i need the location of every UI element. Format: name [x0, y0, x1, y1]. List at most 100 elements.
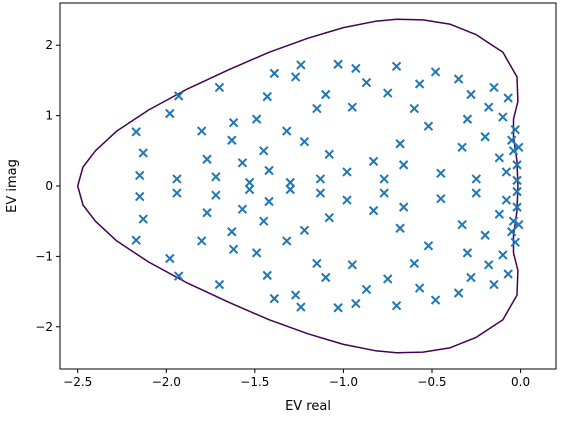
- eigenvalue-point: [262, 270, 272, 281]
- eigenvalue-point: [498, 112, 508, 122]
- eigenvalue-point: [503, 269, 513, 279]
- eigenvalue-point: [483, 102, 494, 112]
- eigenvalue-point: [296, 60, 306, 70]
- eigenvalue-point: [312, 103, 322, 114]
- eigenvalue-point: [383, 88, 393, 98]
- eigenvalue-point: [466, 272, 476, 283]
- x-axis-label: EV real: [285, 399, 331, 414]
- eigenvalue-point: [290, 290, 301, 300]
- eigenvalue-point: [351, 298, 361, 309]
- eigenvalue-point: [494, 153, 505, 163]
- eigenvalue-point: [395, 139, 405, 149]
- eigenvalue-point: [282, 126, 292, 136]
- eigenvalue-point: [457, 142, 467, 152]
- eigenvalue-point: [172, 174, 182, 184]
- eigenvalue-point: [466, 89, 476, 100]
- eigenvalue-point: [244, 184, 255, 195]
- x-axis-ticks: −2.5 −2.0 −1.5 −1.0 −0.5 0.0: [63, 369, 530, 389]
- eigenvalue-point: [494, 209, 505, 219]
- eigenvalue-point: [269, 68, 280, 79]
- eigenvalue-point: [342, 167, 352, 177]
- eigenvalue-point: [165, 108, 175, 119]
- eigenvalue-point: [135, 191, 145, 202]
- eigenvalue-point: [131, 127, 141, 137]
- eigenvalue-point: [264, 165, 274, 176]
- x-tick-label: −1.0: [329, 375, 358, 389]
- contour-layer: [76, 18, 519, 354]
- eigenvalue-point: [262, 91, 272, 102]
- eigenvalue-point: [423, 241, 434, 251]
- eigenvalue-point: [285, 177, 295, 188]
- eigenvalue-point: [285, 184, 295, 195]
- eigenvalue-point: [368, 205, 379, 216]
- x-tick-label: −0.5: [417, 375, 446, 389]
- eigenvalue-point: [312, 258, 322, 269]
- eigenvalue-point: [264, 196, 274, 207]
- eigenvalue-point: [173, 91, 184, 101]
- eigenvalue-point: [138, 214, 148, 224]
- eigenvalue-point: [514, 220, 524, 230]
- eigenvalue-point: [453, 74, 464, 84]
- eigenvalue-point: [391, 300, 402, 311]
- eigenvalue-point: [430, 295, 441, 305]
- eigenvalue-point: [197, 126, 207, 136]
- eigenvalue-point: [172, 188, 182, 198]
- eigenvalue-point: [471, 174, 481, 184]
- eigenvalue-point: [501, 195, 512, 205]
- eigenvalue-point: [211, 190, 221, 200]
- y-tick-label: 2: [45, 38, 53, 52]
- eigenvalue-point: [259, 146, 269, 156]
- eigenvalue-point: [299, 225, 310, 236]
- eigenvalue-point: [333, 59, 343, 69]
- eigenvalue-point: [227, 227, 237, 237]
- eigenvalue-point: [228, 244, 239, 255]
- eigenvalue-point: [351, 63, 361, 74]
- eigenvalue-point: [414, 79, 425, 89]
- eigenvalue-point: [290, 72, 301, 82]
- eigenvalue-point: [436, 193, 446, 204]
- y-tick-label: 1: [45, 109, 53, 123]
- eigenvalue-point: [398, 202, 409, 212]
- plot-frame: [59, 2, 557, 370]
- y-axis-label: EV imag: [5, 159, 20, 213]
- eigenvalue-point: [342, 195, 352, 205]
- eigenvalue-point: [480, 132, 490, 142]
- eigenvalue-point: [430, 67, 441, 77]
- eigenvalue-point: [383, 274, 393, 284]
- eigenvalue-point: [333, 303, 343, 313]
- eigenvalue-point: [395, 223, 405, 233]
- eigenvalue-point: [510, 124, 520, 135]
- eigenvalue-point: [315, 188, 326, 198]
- x-tick-label: −1.5: [240, 375, 269, 389]
- eigenvalue-point: [173, 271, 184, 281]
- eigenvalue-point: [483, 260, 494, 270]
- eigenvalue-point: [214, 279, 225, 290]
- eigenvalue-point: [391, 61, 402, 72]
- eigenvalue-point: [211, 172, 221, 182]
- eigenvalue-point: [321, 272, 331, 283]
- y-axis-ticks: −2 −1 0 1 2: [35, 38, 60, 334]
- eigenvalue-point: [507, 227, 517, 237]
- eigenvalue-point: [228, 117, 239, 128]
- eigenvalue-point: [237, 204, 248, 214]
- eigenvalue-point: [501, 167, 512, 177]
- eigenvalue-point: [489, 279, 499, 290]
- eigenvalue-point: [251, 248, 262, 258]
- eigenvalue-point: [324, 149, 334, 160]
- eigenvalue-point: [131, 235, 141, 245]
- eigenvalue-point: [409, 258, 419, 269]
- eigenvalue-point: [398, 160, 409, 170]
- x-tick-label: 0.0: [511, 375, 530, 389]
- eigenvalue-point: [379, 188, 389, 198]
- eigenvalue-point: [138, 148, 148, 158]
- eigenvalue-point: [514, 142, 524, 152]
- eigenvalue-point: [453, 288, 464, 298]
- eigenvalue-point: [227, 135, 237, 145]
- eigenvalue-point: [512, 160, 522, 170]
- eigenvalue-markers: [131, 59, 524, 313]
- eigenvalue-point: [347, 102, 357, 112]
- eigenvalue-point: [197, 236, 207, 246]
- eigenvalue-point: [462, 114, 473, 124]
- eigenvalue-point: [324, 212, 334, 223]
